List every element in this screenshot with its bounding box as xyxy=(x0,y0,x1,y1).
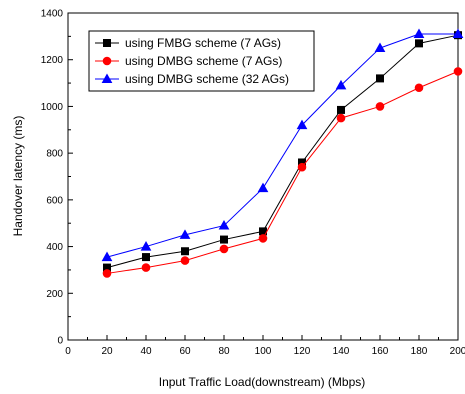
series-1-point xyxy=(181,247,189,256)
legend-marker xyxy=(102,56,112,66)
x-tick-label: 200 xyxy=(450,346,465,357)
y-tick-label: 400 xyxy=(46,242,63,253)
legend-marker xyxy=(103,39,111,47)
series-3-point xyxy=(101,251,113,262)
legend-label: using DMBG scheme (32 AGs) xyxy=(125,72,289,86)
y-tick-label: 800 xyxy=(46,149,63,160)
series-1-point xyxy=(142,253,150,262)
x-tick-label: 20 xyxy=(101,346,113,357)
plot-area: 0 20 40 60 80 100 120 140 160 180 200 0 200 400 600 800… xyxy=(41,9,465,358)
series-line-3 xyxy=(106,33,458,258)
series-2-point xyxy=(141,263,151,272)
series-3-point xyxy=(452,28,464,39)
series-3-point xyxy=(296,119,308,130)
y-tick-label: 1000 xyxy=(41,102,64,113)
series-3-point xyxy=(374,42,386,53)
legend: using FMBG scheme (7 AGs) using DMBG sche… xyxy=(88,30,315,92)
series-3-point xyxy=(335,79,347,90)
x-tick-label: 60 xyxy=(179,346,191,357)
series-3-point xyxy=(218,220,230,230)
series-3-point xyxy=(179,229,191,239)
x-tick-label: 140 xyxy=(333,346,350,357)
legend-label: using DMBG scheme (7 AGs) xyxy=(125,54,282,68)
y-axis-title: Handover latency (ms) xyxy=(11,116,25,237)
series-3-point xyxy=(257,182,269,193)
legend-label: using FMBG scheme (7 AGs) xyxy=(125,36,281,50)
x-tick-label: 0 xyxy=(65,346,71,357)
x-tick-label: 180 xyxy=(411,346,428,357)
series-2-point xyxy=(102,269,112,278)
series-line-1 xyxy=(106,34,459,269)
x-tick-label: 40 xyxy=(140,346,152,357)
series-2-point xyxy=(336,113,346,123)
series-2-point xyxy=(180,256,190,265)
series-2-point xyxy=(375,102,385,111)
x-tick-label: 100 xyxy=(255,346,272,357)
y-tick-label: 600 xyxy=(46,195,63,206)
series-2-point xyxy=(258,234,268,243)
x-tick-label: 80 xyxy=(218,346,230,357)
series-3-point xyxy=(413,28,425,39)
y-tick-label: 200 xyxy=(46,289,63,300)
series-1-point xyxy=(220,235,228,244)
y-tick-label: 1200 xyxy=(41,55,64,66)
series-1-point xyxy=(337,105,345,114)
series-1-point xyxy=(415,39,423,48)
series-3-point xyxy=(140,241,152,251)
series-line-2 xyxy=(106,70,459,274)
x-tick-label: 120 xyxy=(294,346,311,357)
series-2-point xyxy=(414,83,424,93)
y-tick-label: 1400 xyxy=(41,9,64,20)
x-axis-title: Input Traffic Load(downstream) (Mbps) xyxy=(159,375,366,389)
y-tick-label: 0 xyxy=(57,336,63,347)
legend-box xyxy=(88,30,315,92)
x-tick-label: 160 xyxy=(372,346,389,357)
legend-marker xyxy=(101,73,113,83)
series-2-point xyxy=(297,162,307,172)
series-2-point xyxy=(219,244,229,254)
series-2-point xyxy=(453,67,463,76)
series-1-point xyxy=(376,74,384,83)
y-axis-title-group: Handover latency (ms) xyxy=(11,116,25,237)
